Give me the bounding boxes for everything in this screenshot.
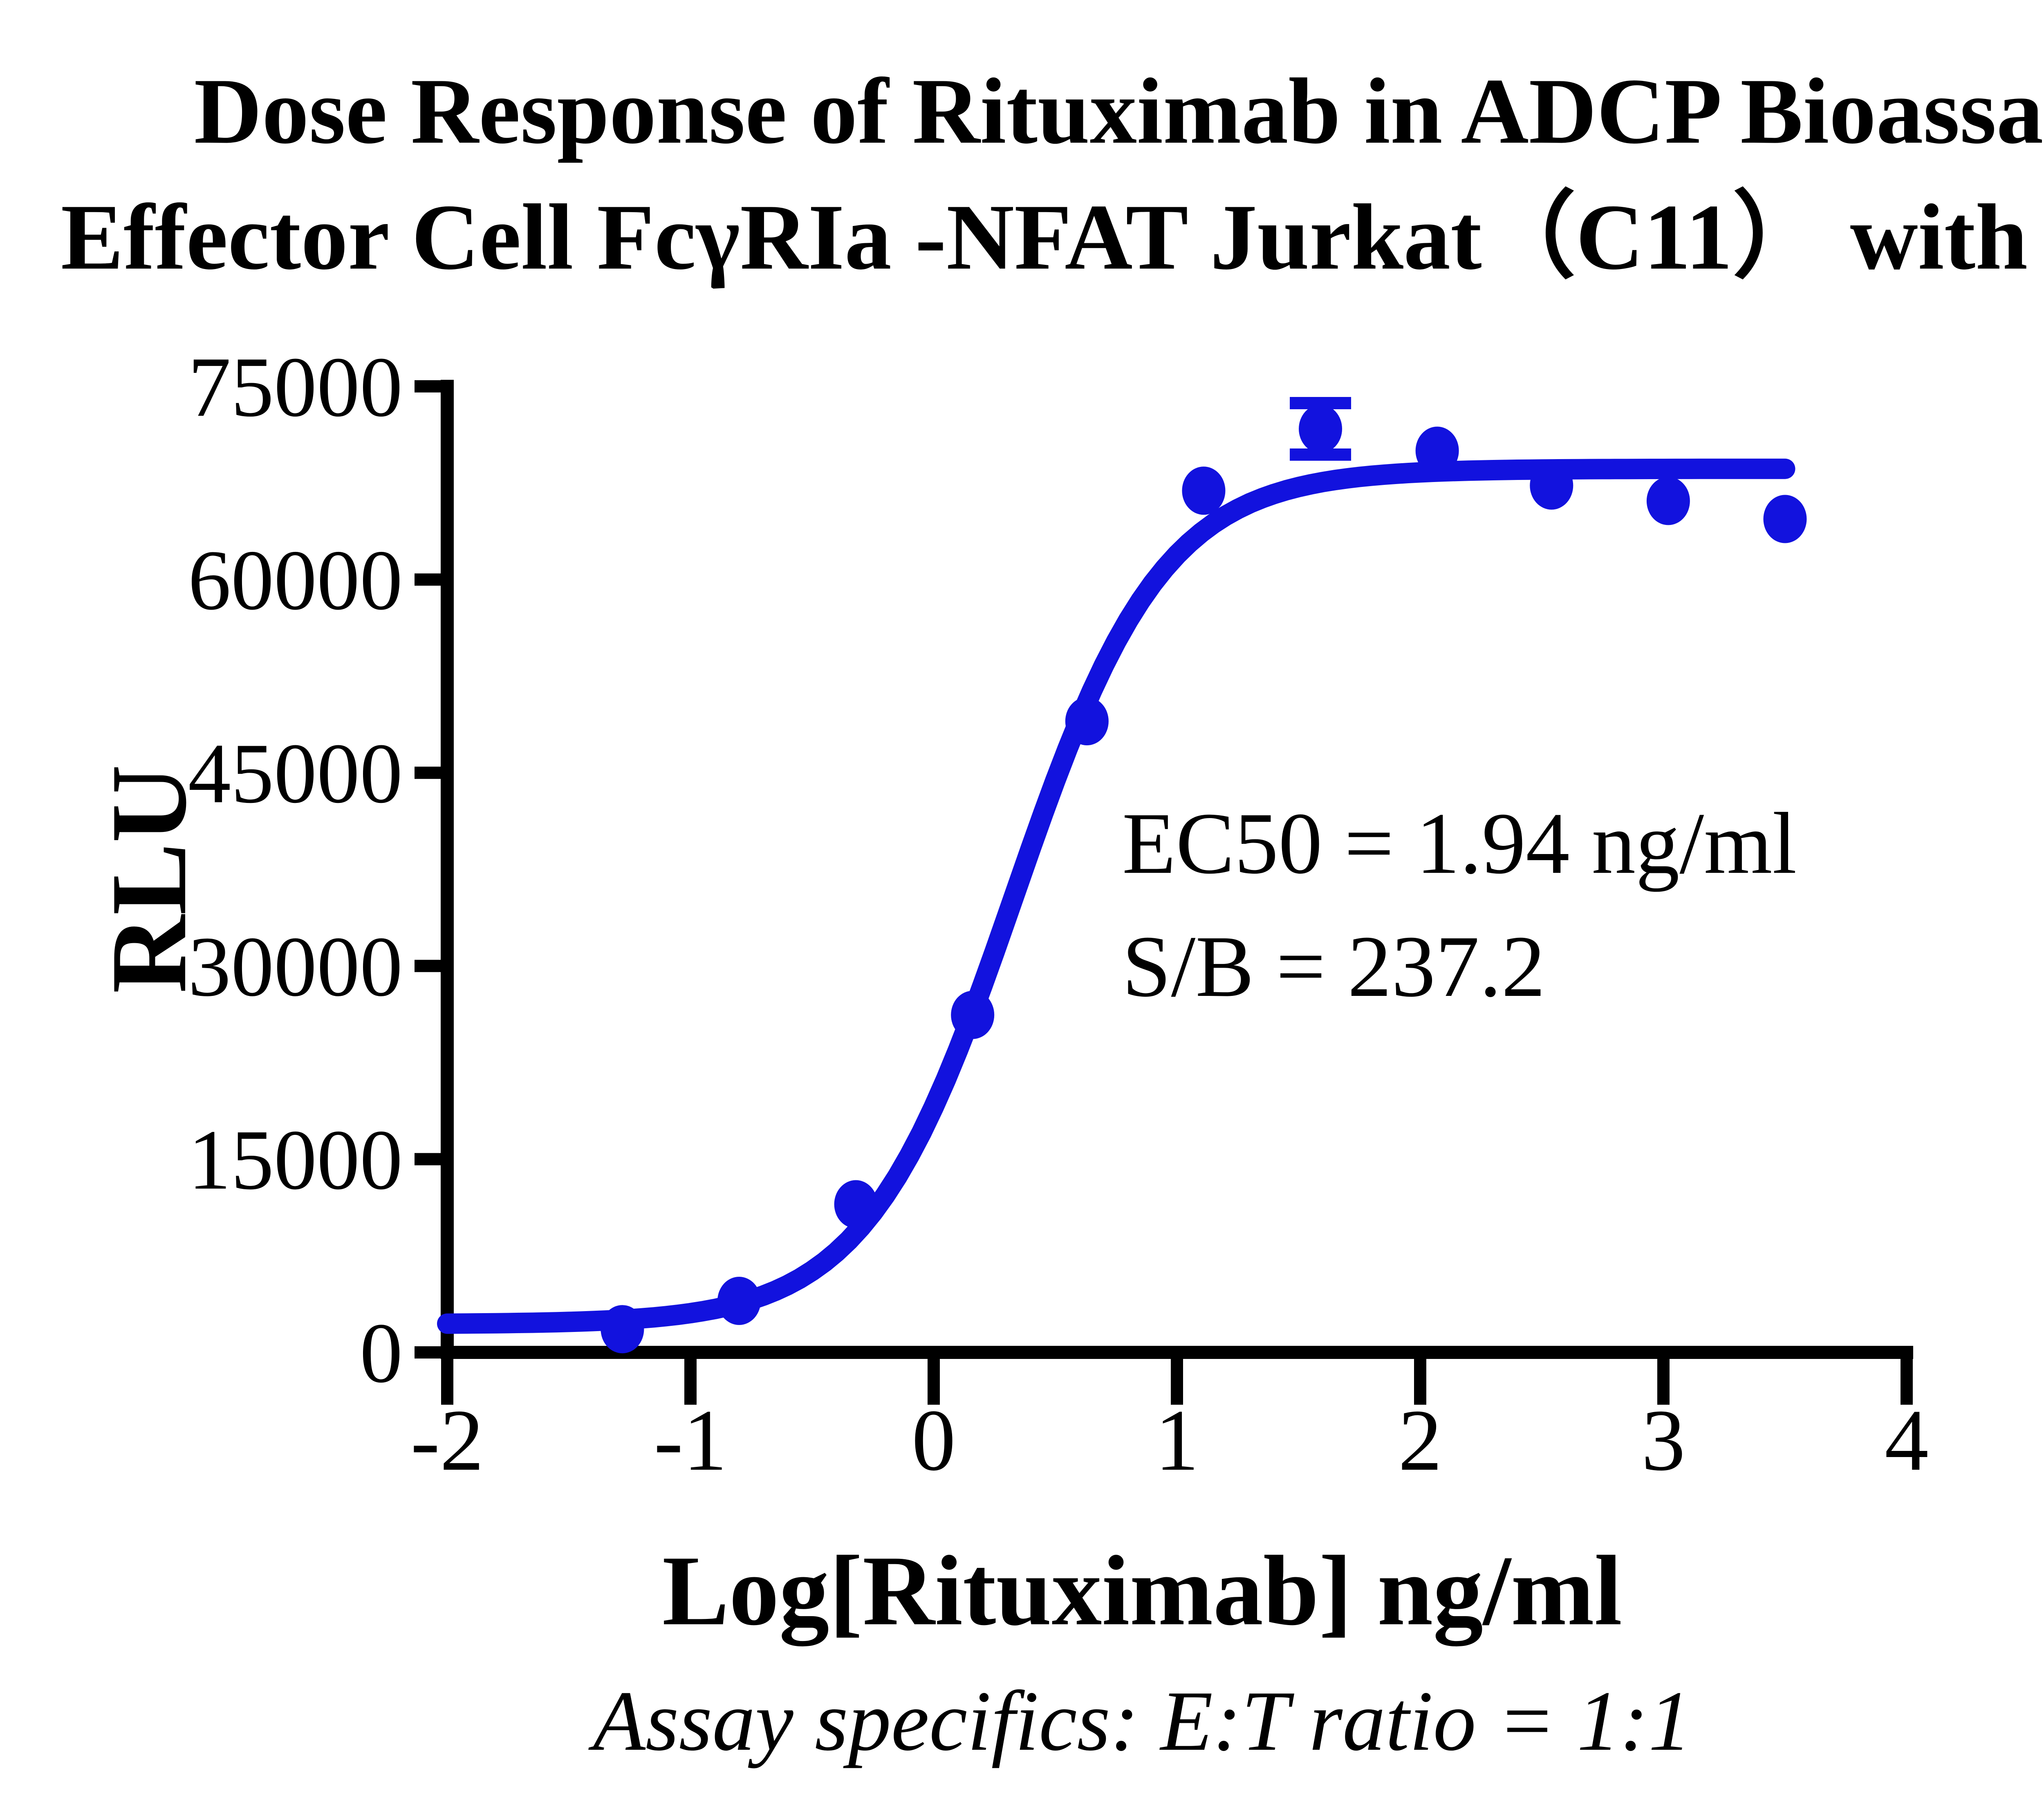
y-tick-label: 60000 bbox=[188, 533, 403, 628]
y-tick-label: 30000 bbox=[188, 919, 403, 1014]
assay-specifics-caption: Assay specifics: E:T ratio = 1:1 bbox=[593, 1674, 1692, 1769]
x-tick-label: 1 bbox=[1155, 1391, 1199, 1489]
fit-results-annotation: EC50 = 1.94 ng/ml S/B = 237.2 bbox=[1122, 782, 1797, 1028]
data-point-marker bbox=[1065, 697, 1109, 746]
data-point-marker bbox=[951, 991, 995, 1039]
x-tick-label: -2 bbox=[410, 1391, 484, 1489]
x-tick-label: -1 bbox=[654, 1391, 727, 1489]
data-point-marker bbox=[1530, 461, 1573, 510]
y-tick-label: 75000 bbox=[188, 340, 403, 435]
x-tick-label: 2 bbox=[1398, 1391, 1442, 1489]
signal-to-background-text: S/B = 237.2 bbox=[1122, 917, 1546, 1015]
x-tick-label: 0 bbox=[912, 1391, 956, 1489]
data-point-marker bbox=[1299, 404, 1342, 453]
x-axis-label: Log[Rituximab] ng/ml bbox=[662, 1535, 1623, 1646]
chart-title-line1: Dose Response of Rituximab in ADCP Bioas… bbox=[194, 59, 2044, 163]
ec50-value-text: EC50 = 1.94 ng/ml bbox=[1122, 794, 1797, 892]
x-tick-label: 4 bbox=[1885, 1391, 1929, 1489]
data-point-marker bbox=[1646, 477, 1690, 525]
x-tick-label: 3 bbox=[1641, 1391, 1685, 1489]
data-point-marker bbox=[1415, 426, 1459, 475]
data-point-marker bbox=[601, 1305, 644, 1354]
y-tick-label: 15000 bbox=[188, 1112, 403, 1207]
data-point-marker bbox=[1763, 495, 1807, 543]
y-tick-label: 0 bbox=[360, 1306, 403, 1401]
chart-title-line2: Effector Cell FcγRIa -NFAT Jurkat（C11） w… bbox=[61, 185, 2044, 289]
data-point-marker bbox=[717, 1276, 761, 1325]
data-point-marker bbox=[1182, 466, 1226, 515]
chart-title: Dose Response of Rituximab in ADCP Bioas… bbox=[0, 48, 2044, 300]
y-tick-label: 45000 bbox=[188, 726, 403, 821]
data-point-marker bbox=[834, 1180, 878, 1229]
